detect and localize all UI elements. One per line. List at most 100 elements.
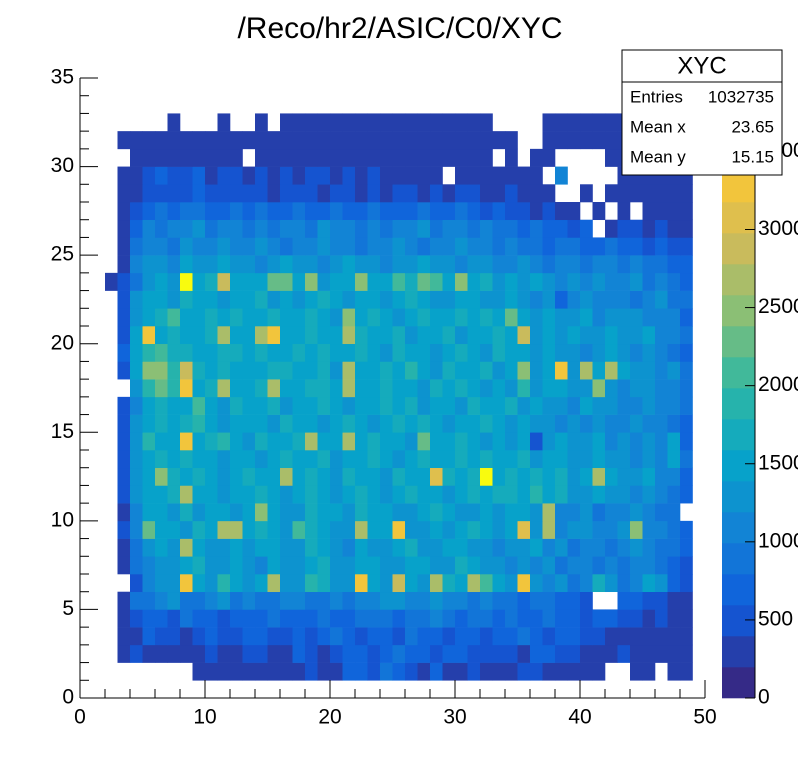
cell <box>617 184 631 203</box>
cell <box>205 202 218 221</box>
cell <box>555 503 568 522</box>
cell <box>530 485 543 504</box>
cell <box>142 290 156 309</box>
cell <box>530 308 543 327</box>
cell <box>180 290 193 309</box>
cell <box>530 467 543 486</box>
cell <box>680 538 693 557</box>
cell <box>255 432 268 451</box>
cell <box>680 343 693 362</box>
cell <box>555 432 568 451</box>
cell <box>542 148 556 167</box>
cell <box>605 485 618 504</box>
cell <box>217 237 231 256</box>
cell <box>655 361 668 380</box>
cell <box>342 343 356 362</box>
cell <box>617 237 631 256</box>
cell <box>367 556 381 575</box>
cell <box>255 255 268 274</box>
cell <box>655 272 668 291</box>
cell <box>217 414 231 433</box>
cell <box>467 627 481 646</box>
cell <box>355 467 368 486</box>
cell <box>392 308 406 327</box>
cell <box>367 538 381 557</box>
cell <box>630 591 643 610</box>
cell <box>442 503 456 522</box>
cell <box>217 609 231 628</box>
cell <box>255 574 268 593</box>
cell <box>192 202 206 221</box>
cell <box>630 396 643 415</box>
cell <box>380 131 393 150</box>
cell <box>542 520 556 539</box>
cell <box>117 184 131 203</box>
cell <box>567 308 581 327</box>
cell <box>292 609 306 628</box>
cell <box>455 503 468 522</box>
cell <box>467 556 481 575</box>
cell <box>592 609 606 628</box>
cell <box>142 520 156 539</box>
cell <box>392 219 406 238</box>
cell <box>567 343 581 362</box>
cell <box>617 538 631 557</box>
cell <box>392 290 406 309</box>
cell <box>242 343 256 362</box>
cell <box>292 467 306 486</box>
cell <box>130 485 143 504</box>
cell <box>242 591 256 610</box>
cell <box>542 379 556 398</box>
cell <box>292 202 306 221</box>
cell <box>280 308 293 327</box>
cell <box>667 361 681 380</box>
cell <box>642 202 656 221</box>
cell <box>580 556 593 575</box>
cell <box>292 574 306 593</box>
cell <box>242 556 256 575</box>
cell <box>355 450 368 469</box>
cell <box>380 290 393 309</box>
cell <box>567 290 581 309</box>
cell <box>492 485 506 504</box>
cell <box>330 662 343 681</box>
cell <box>630 361 643 380</box>
cell <box>167 520 181 539</box>
cell <box>430 326 443 345</box>
cell <box>317 644 331 663</box>
cell <box>492 379 506 398</box>
cell <box>117 556 131 575</box>
cell <box>317 308 331 327</box>
cell <box>305 272 318 291</box>
cell <box>455 609 468 628</box>
cell <box>480 538 493 557</box>
stats-title: XYC <box>677 52 726 79</box>
cell <box>455 326 468 345</box>
cell <box>442 644 456 663</box>
cell <box>517 644 531 663</box>
cell <box>417 450 431 469</box>
cell <box>130 414 143 433</box>
cell <box>317 450 331 469</box>
cell <box>167 290 181 309</box>
y-tick-label: 10 <box>51 508 74 531</box>
cell <box>680 255 693 274</box>
cell <box>192 520 206 539</box>
cell <box>342 538 356 557</box>
cell <box>642 662 656 681</box>
cell <box>230 290 243 309</box>
cell <box>430 432 443 451</box>
cell <box>317 591 331 610</box>
palette-band <box>722 636 755 668</box>
cell <box>455 131 468 150</box>
cell <box>130 131 143 150</box>
cell <box>442 290 456 309</box>
cell <box>467 148 481 167</box>
cell <box>630 609 643 628</box>
cell <box>230 326 243 345</box>
cell <box>280 148 293 167</box>
cell <box>667 308 681 327</box>
cell <box>205 574 218 593</box>
cell <box>355 219 368 238</box>
cell <box>480 627 493 646</box>
